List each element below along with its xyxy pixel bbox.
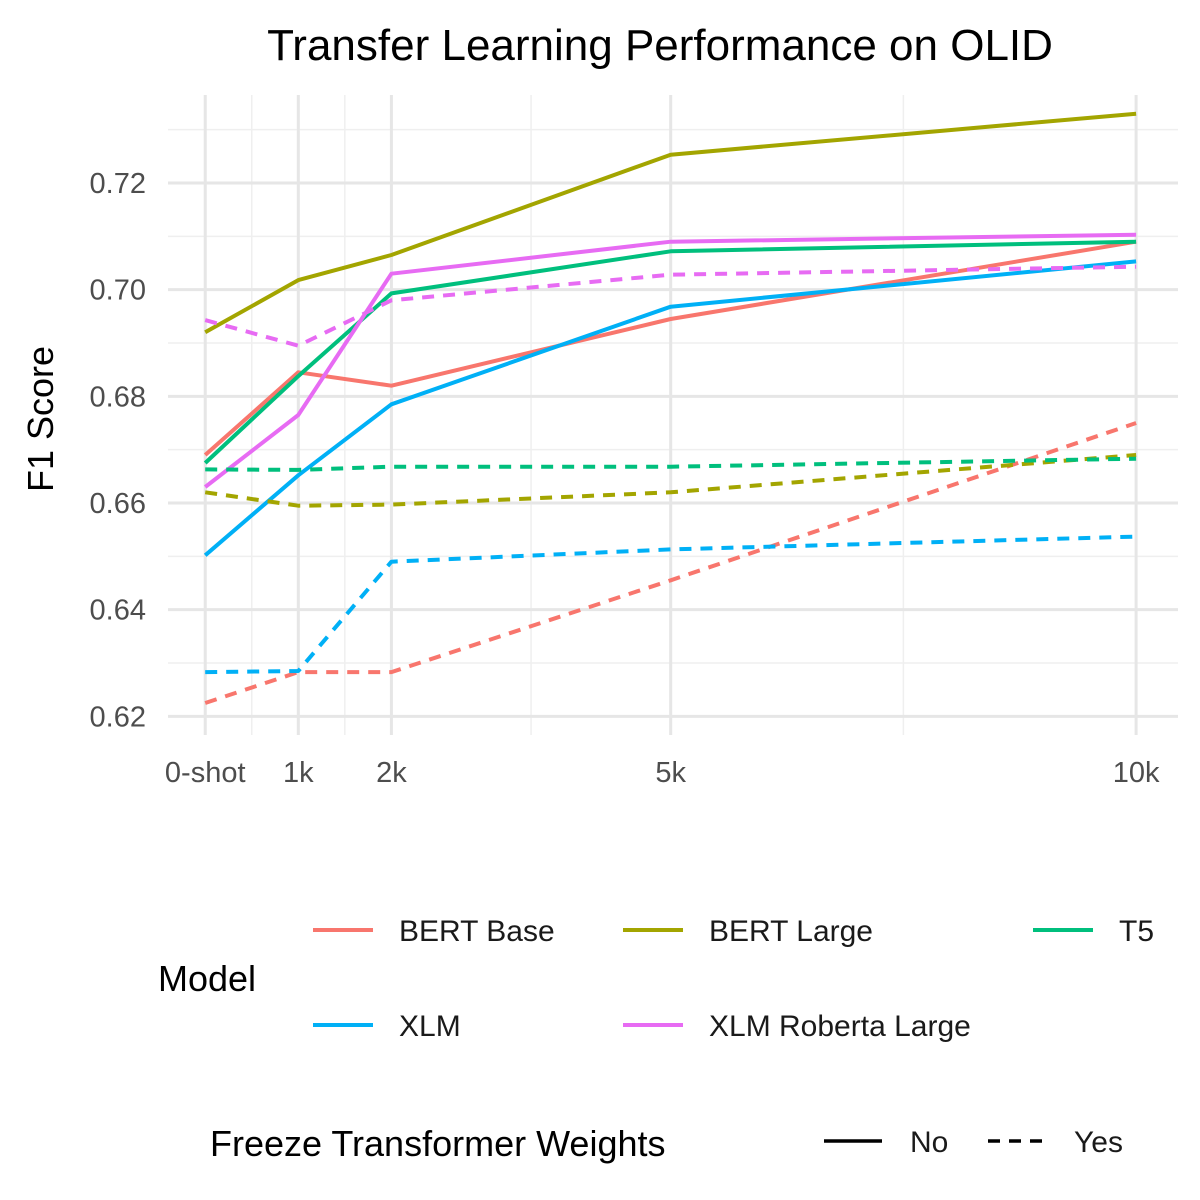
series-line-bert-large-freeze-no (204, 111, 1137, 335)
y-tick-label: 0.64 (90, 595, 146, 627)
chart-title: Transfer Learning Performance on OLID (267, 21, 1053, 70)
y-tick-label: 0.66 (90, 488, 146, 520)
series-line-xlm-roberta-large-freeze-yes (204, 264, 1137, 348)
y-tick-label: 0.68 (90, 381, 146, 413)
legend-label-xlm: XLM (399, 1010, 461, 1043)
linetype-label-no: No (910, 1126, 948, 1159)
legend: Model BERT Base BERT Large T5 XLM XLM Robert… (158, 915, 1154, 1164)
x-axis-ticks: 0-shot 1k 2k 5k 10k (165, 757, 1160, 789)
legend-label-t5: T5 (1119, 915, 1154, 948)
series-line-bert-base-freeze-yes (204, 421, 1137, 705)
x-tick-label: 0-shot (165, 757, 246, 789)
color-legend: BERT Base BERT Large T5 XLM XLM Roberta Larg… (313, 915, 1154, 1043)
series-line-t5-freeze-yes (205, 456, 1137, 472)
x-tick-label: 5k (655, 757, 686, 789)
series-line-t5-freeze-no (203, 239, 1137, 465)
linetype-label-yes: Yes (1074, 1126, 1123, 1159)
x-tick-label: 1k (283, 757, 314, 789)
y-axis-ticks: 0.62 0.64 0.66 0.68 0.70 0.72 (90, 168, 146, 733)
y-axis-title: F1 Score (20, 346, 61, 492)
x-tick-label: 10k (1113, 757, 1160, 789)
x-tick-label: 2k (376, 757, 407, 789)
color-legend-title: Model (158, 958, 256, 999)
y-tick-label: 0.72 (90, 168, 146, 200)
series-line-xlm-roberta-large-freeze-no (203, 232, 1137, 489)
legend-label-xlm-roberta-large: XLM Roberta Large (709, 1010, 971, 1043)
y-tick-label: 0.70 (90, 275, 146, 307)
grid (168, 95, 1178, 735)
series-line-xlm-freeze-yes (205, 534, 1137, 675)
linetype-legend-title: Freeze Transformer Weights (210, 1123, 665, 1164)
legend-label-bert-base: BERT Base (399, 915, 555, 948)
series-line-xlm-freeze-no (203, 259, 1137, 557)
legend-label-bert-large: BERT Large (709, 915, 873, 948)
series-lines (203, 111, 1137, 705)
linetype-legend: No Yes (824, 1126, 1123, 1159)
y-tick-label: 0.62 (90, 701, 146, 733)
